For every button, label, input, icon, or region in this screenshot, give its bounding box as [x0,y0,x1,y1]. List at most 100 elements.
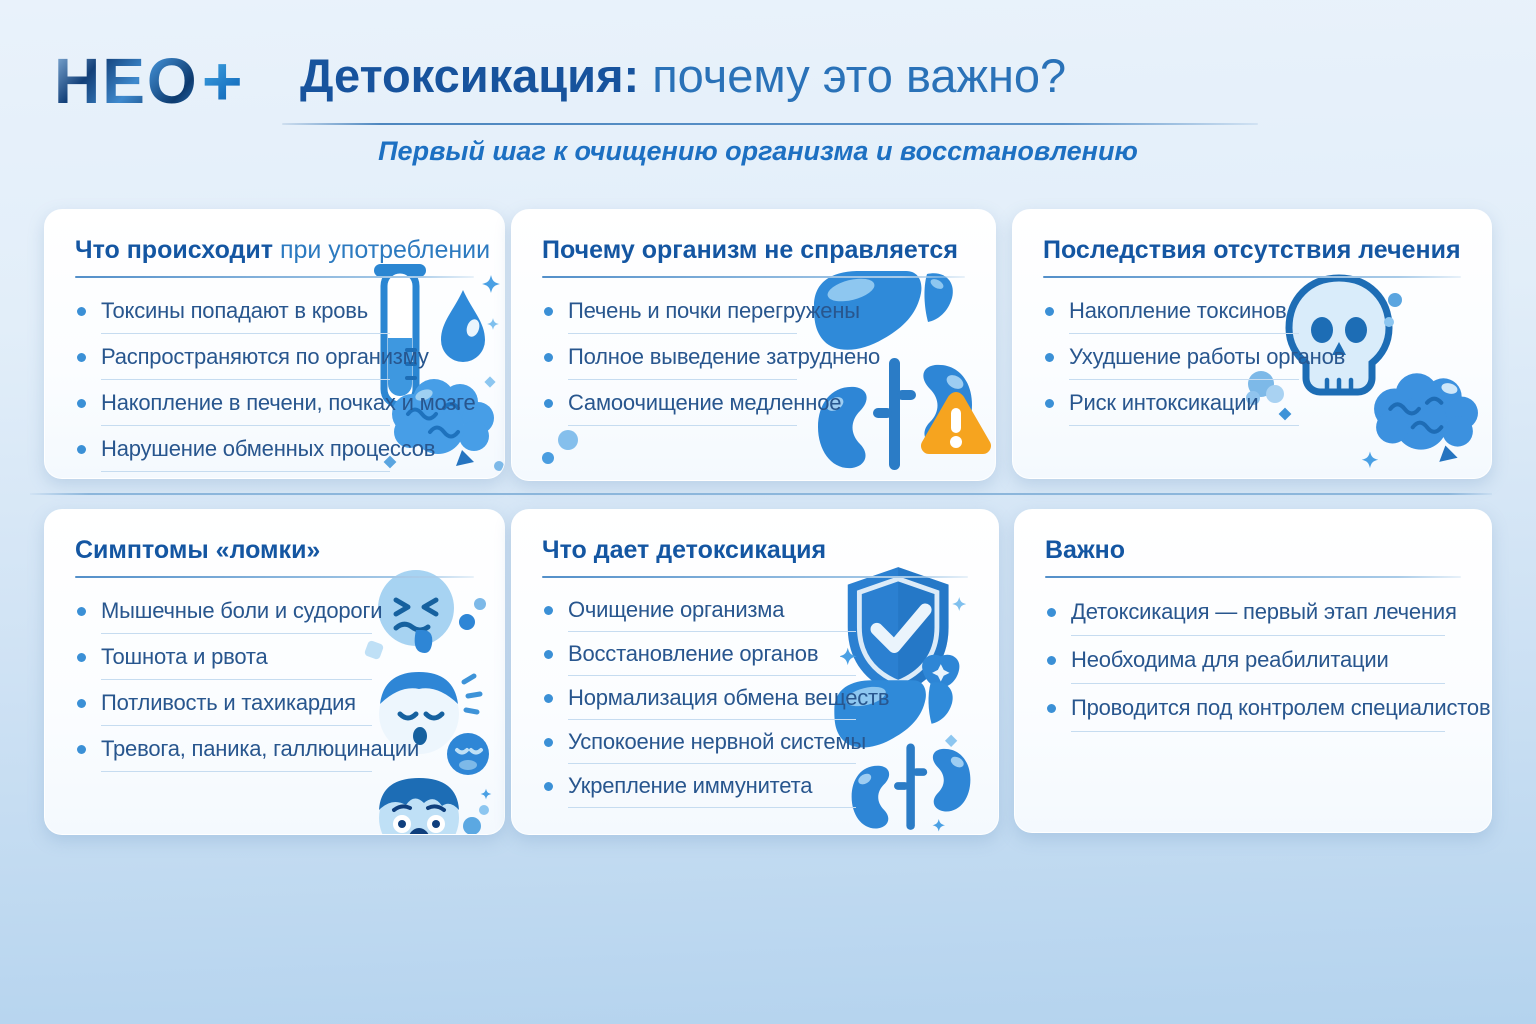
bullet-dot [77,352,86,362]
bullet-dot [544,693,553,703]
badge-icon [922,654,960,689]
brand-logo-text: НЕО [54,45,199,117]
water-drop-icon [441,290,485,362]
bullet-dot [544,649,553,659]
list-item: Самоочищение медленное [542,380,965,426]
card-title-bold: Симптомы «ломки» [75,536,321,564]
liver-icon [834,680,958,748]
list-item: Ухудшение работы органов [1043,334,1461,380]
card-consequences: Последствия отсутствия лечения Накоплени… [1012,209,1492,479]
sick-faces-icons [364,570,492,834]
list-item: Успокоение нервной системы [542,720,968,764]
bullet-dot [544,737,553,747]
bullet-dot [1047,703,1056,713]
card-detox-benefits: Что дает детоксикация Очищение организма… [511,509,999,835]
bullet-list: Детоксикация — первый этап лечения Необх… [1045,588,1491,732]
bullet-dot [77,698,86,708]
card-title: Симптомы «ломки» [75,536,474,565]
list-item: Тревога, паника, галлюцинации [75,726,474,772]
sleepy-face-icon [379,672,489,775]
bullet-dot [77,652,86,662]
page-title: Детоксикация: почему это важно? [300,50,1066,102]
skull-icon [1246,274,1402,421]
card-title-light: при употреблении [273,236,491,264]
bullet-list: Очищение организма Восстановление органо… [542,588,968,808]
bullet-dot [544,398,553,408]
bullet-dot [544,605,553,615]
list-item: Нормализация обмена веществ [542,676,968,720]
card-title-divider [1043,276,1461,278]
brain-icon [383,379,504,471]
card-title-bold: Почему организм не справляется [542,236,958,264]
card-title: Последствия отсутствия лечения [1043,236,1461,265]
bullet-dot [77,306,86,316]
sparkle-icon [840,647,857,666]
card-withdrawal-symptoms: Симптомы «ломки» Мышечные боли и судорог… [44,509,505,835]
bullet-dot [1045,398,1054,408]
list-item: Распространяются по организму [75,334,474,380]
sparkle-icon [952,597,966,611]
plus-icon: + [201,42,245,120]
bullet-list: Печень и почки перегружены Полное выведе… [542,288,965,426]
card-title-bold: Что дает детоксикация [542,536,827,564]
card-title-bold: Что происходит [75,236,273,264]
page-subtitle: Первый шаг к очищению организма и восста… [378,136,1138,166]
bullet-dot [544,781,553,791]
bullet-list: Накопление токсинов Ухудшение работы орг… [1043,288,1461,426]
card-important: Важно Детоксикация — первый этап лечения… [1014,509,1492,833]
bullet-list: Мышечные боли и судороги Тошнота и рвота… [75,588,474,772]
list-item: Тошнота и рвота [75,634,474,680]
list-item: Детоксикация — первый этап лечения [1045,588,1461,636]
list-item: Мышечные боли и судороги [75,588,474,634]
bullet-list: Токсины попадают в кровь Распространяютс… [75,288,476,472]
bullet-dot [77,744,86,754]
list-item: Печень и почки перегружены [542,288,965,334]
bullet-dot [77,606,86,616]
list-item: Токсины попадают в кровь [75,288,474,334]
list-item: Проводится под контролем специалистов [1045,684,1491,732]
sparkle-icon [1278,407,1292,421]
card-title: Почему организм не справляется [542,236,965,265]
card-title-bold: Важно [1045,536,1126,564]
card-title: Что происходит при употреблении [75,236,490,265]
bubble-icon [558,430,578,450]
card-what-happens: Что происходит при употреблении Токсины … [44,209,505,479]
card-title-divider [542,276,965,278]
sparkle-icon [1361,451,1379,469]
page-title-bold: Детоксикация: [300,49,640,102]
bullet-dot [1045,306,1054,316]
sparkle-icon [932,819,946,832]
list-item: Риск интоксикации [1043,380,1461,426]
card-title: Важно [1045,536,1461,565]
brain-icon [1361,373,1478,469]
title-divider [282,123,1258,125]
liver-icon [814,271,953,350]
nauseated-face-icon [364,570,486,660]
page-title-regular: почему это важно? [639,49,1067,102]
list-item: Нарушение обменных процессов [75,426,474,472]
card-title-divider [75,276,474,278]
card-title-divider [1045,576,1461,578]
brand-logo: НЕО + [54,46,245,116]
bullet-dot [77,398,86,408]
list-item: Укрепление иммунитета [542,764,968,808]
bullet-dot [1047,607,1056,617]
row-divider [30,493,1492,495]
list-item: Необходима для реабилитации [1045,636,1461,684]
list-item: Восстановление органов [542,632,968,676]
bullet-dot [77,444,86,454]
list-item: Полное выведение затруднено [542,334,965,380]
bullet-dot [544,352,553,362]
card-title-bold: Последствия отсутствия лечения [1043,236,1461,264]
card-why-body-fails: Почему организм не справляется Печень и … [511,209,996,481]
bubble-icon [542,452,554,464]
card-title-divider [75,576,474,578]
list-item: Потливость и тахикардия [75,680,474,726]
card-title-divider [542,576,968,578]
list-item: Накопление в печени, почках и мозге [75,380,476,426]
scared-face-icon [379,778,492,834]
card-title: Что дает детоксикация [542,536,968,565]
list-item: Очищение организма [542,588,968,632]
list-item: Накопление токсинов [1043,288,1461,334]
bullet-dot [1045,352,1054,362]
